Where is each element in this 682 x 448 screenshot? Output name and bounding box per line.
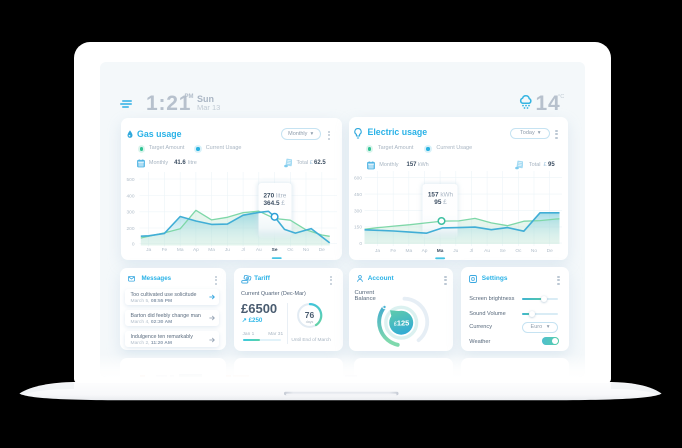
svg-text:Ja: Ja	[374, 248, 379, 254]
svg-text:400: 400	[126, 193, 134, 199]
svg-text:No: No	[302, 247, 308, 253]
svg-text:Se: Se	[499, 248, 505, 254]
svg-text:0: 0	[131, 241, 134, 247]
svg-text:Fe: Fe	[390, 248, 396, 254]
svg-text:300: 300	[126, 210, 134, 216]
svg-text:Jl: Jl	[469, 248, 472, 254]
svg-text:Ma: Ma	[436, 248, 443, 254]
svg-text:Ma: Ma	[405, 248, 412, 254]
svg-text:Jl: Jl	[241, 247, 244, 253]
svg-text:Ju: Ju	[453, 248, 458, 254]
svg-text:days: days	[305, 319, 313, 323]
svg-text:Ap: Ap	[192, 247, 198, 253]
svg-text:600: 600	[353, 175, 361, 181]
svg-text:De: De	[318, 247, 324, 253]
svg-text:500: 500	[126, 177, 134, 183]
svg-text:450: 450	[353, 192, 361, 198]
svg-text:Au: Au	[255, 247, 261, 253]
svg-text:270 litre: 270 litre	[263, 193, 286, 200]
svg-text:Oc: Oc	[287, 247, 294, 253]
svg-text:Fe: Fe	[161, 247, 167, 253]
svg-text:76: 76	[304, 310, 314, 320]
svg-text:Oc: Oc	[515, 248, 522, 254]
svg-text:300: 300	[353, 209, 361, 215]
svg-text:95 £: 95 £	[434, 199, 447, 206]
svg-text:Ma: Ma	[176, 247, 183, 253]
svg-text:157 kWh: 157 kWh	[427, 192, 453, 199]
svg-text:Ja: Ja	[146, 247, 151, 253]
svg-text:No: No	[530, 248, 536, 254]
svg-text:Ma: Ma	[208, 247, 215, 253]
svg-text:Ju: Ju	[224, 247, 229, 253]
svg-text:£125: £125	[394, 318, 409, 327]
svg-text:Ap: Ap	[421, 248, 427, 254]
svg-text:De: De	[546, 248, 552, 254]
svg-text:Au: Au	[484, 248, 490, 254]
svg-text:150: 150	[353, 225, 361, 231]
svg-text:364.5 £: 364.5 £	[263, 200, 285, 207]
svg-text:Se: Se	[271, 247, 277, 253]
svg-text:0: 0	[359, 241, 362, 247]
svg-text:200: 200	[126, 226, 134, 232]
